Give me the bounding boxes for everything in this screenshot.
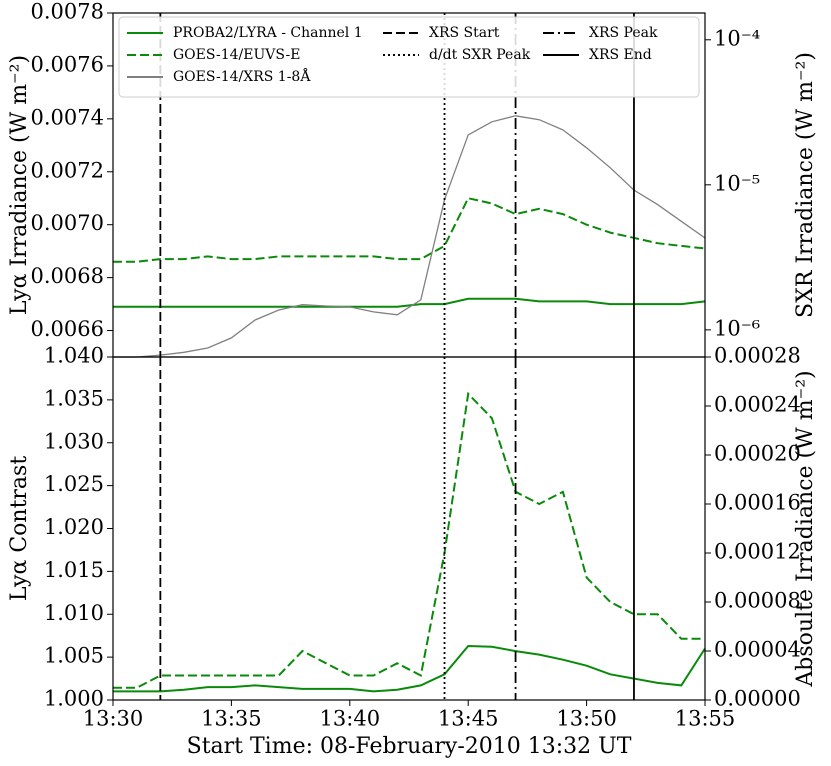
y2-tick-label: 0.00008 [714, 589, 801, 613]
y-tick-label: 0.0068 [31, 264, 104, 288]
y-tick-label: 1.040 [44, 344, 104, 368]
y-tick-label: 1.035 [44, 386, 104, 410]
series-line [113, 197, 706, 263]
legend-label: XRS Peak [589, 25, 658, 41]
legend-label: XRS End [589, 47, 652, 63]
y2-tick-label: 10⁻⁴ [714, 26, 760, 50]
y-tick-label: 0.0078 [31, 0, 104, 24]
legend-box [118, 16, 700, 98]
y-tick-label: 1.020 [44, 515, 104, 539]
y-tick-label: 0.0074 [31, 105, 104, 129]
y2-axis-label: Absoulte Irradiance (W m⁻²) [793, 370, 818, 687]
legend-label: PROBA2/LYRA - Channel 1 [173, 25, 363, 41]
y-tick-label: 0.0072 [31, 158, 104, 182]
y-tick-label: 1.025 [44, 472, 104, 496]
y-tick-label: 1.030 [44, 429, 104, 453]
y2-tick-label: 0.00012 [714, 540, 801, 564]
y-tick-label: 1.010 [44, 601, 104, 625]
y-axis-label: Lyα Contrast [7, 456, 32, 602]
y-tick-label: 1.005 [44, 644, 104, 668]
x-tick-label: 13:45 [438, 707, 499, 731]
x-tick-label: 13:35 [201, 707, 262, 731]
legend-label: d/dt SXR Peak [429, 47, 531, 63]
y2-tick-label: 10⁻⁵ [714, 171, 760, 195]
y2-tick-label: 0.00024 [714, 393, 801, 417]
y-tick-label: 0.0066 [31, 317, 104, 341]
y2-tick-label: 0.00016 [714, 491, 801, 515]
x-axis-label: Start Time: 08-February-2010 13:32 UT [187, 734, 632, 759]
legend-label: XRS Start [429, 25, 500, 41]
y2-tick-label: 0.00004 [714, 638, 801, 662]
y2-tick-label: 0.00020 [714, 442, 801, 466]
series-line [113, 391, 705, 689]
x-tick-label: 13:55 [675, 707, 736, 731]
axes-frame [112, 356, 706, 701]
series-line [113, 115, 706, 358]
y-axis-label: Lyα Irradiance (W m⁻²) [7, 55, 32, 315]
y2-tick-label: 0.00028 [714, 344, 801, 368]
series-line [113, 297, 706, 308]
legend-label: GOES-14/EUVS-E [173, 47, 300, 63]
y-tick-label: 0.0070 [31, 211, 104, 235]
x-tick-label: 13:40 [320, 707, 381, 731]
y2-axis-label: SXR Irradiance (W m⁻²) [793, 52, 818, 318]
series-line [113, 644, 706, 693]
legend-label: GOES-14/XRS 1-8Å [173, 67, 311, 85]
y-tick-label: 1.000 [44, 687, 104, 711]
y2-tick-label: 10⁻⁶ [714, 316, 760, 340]
y-tick-label: 1.015 [44, 558, 104, 582]
y-tick-label: 0.0076 [31, 52, 104, 76]
y2-tick-label: 0.00000 [714, 687, 801, 711]
x-tick-label: 13:50 [556, 707, 617, 731]
x-tick-label: 13:30 [83, 707, 144, 731]
